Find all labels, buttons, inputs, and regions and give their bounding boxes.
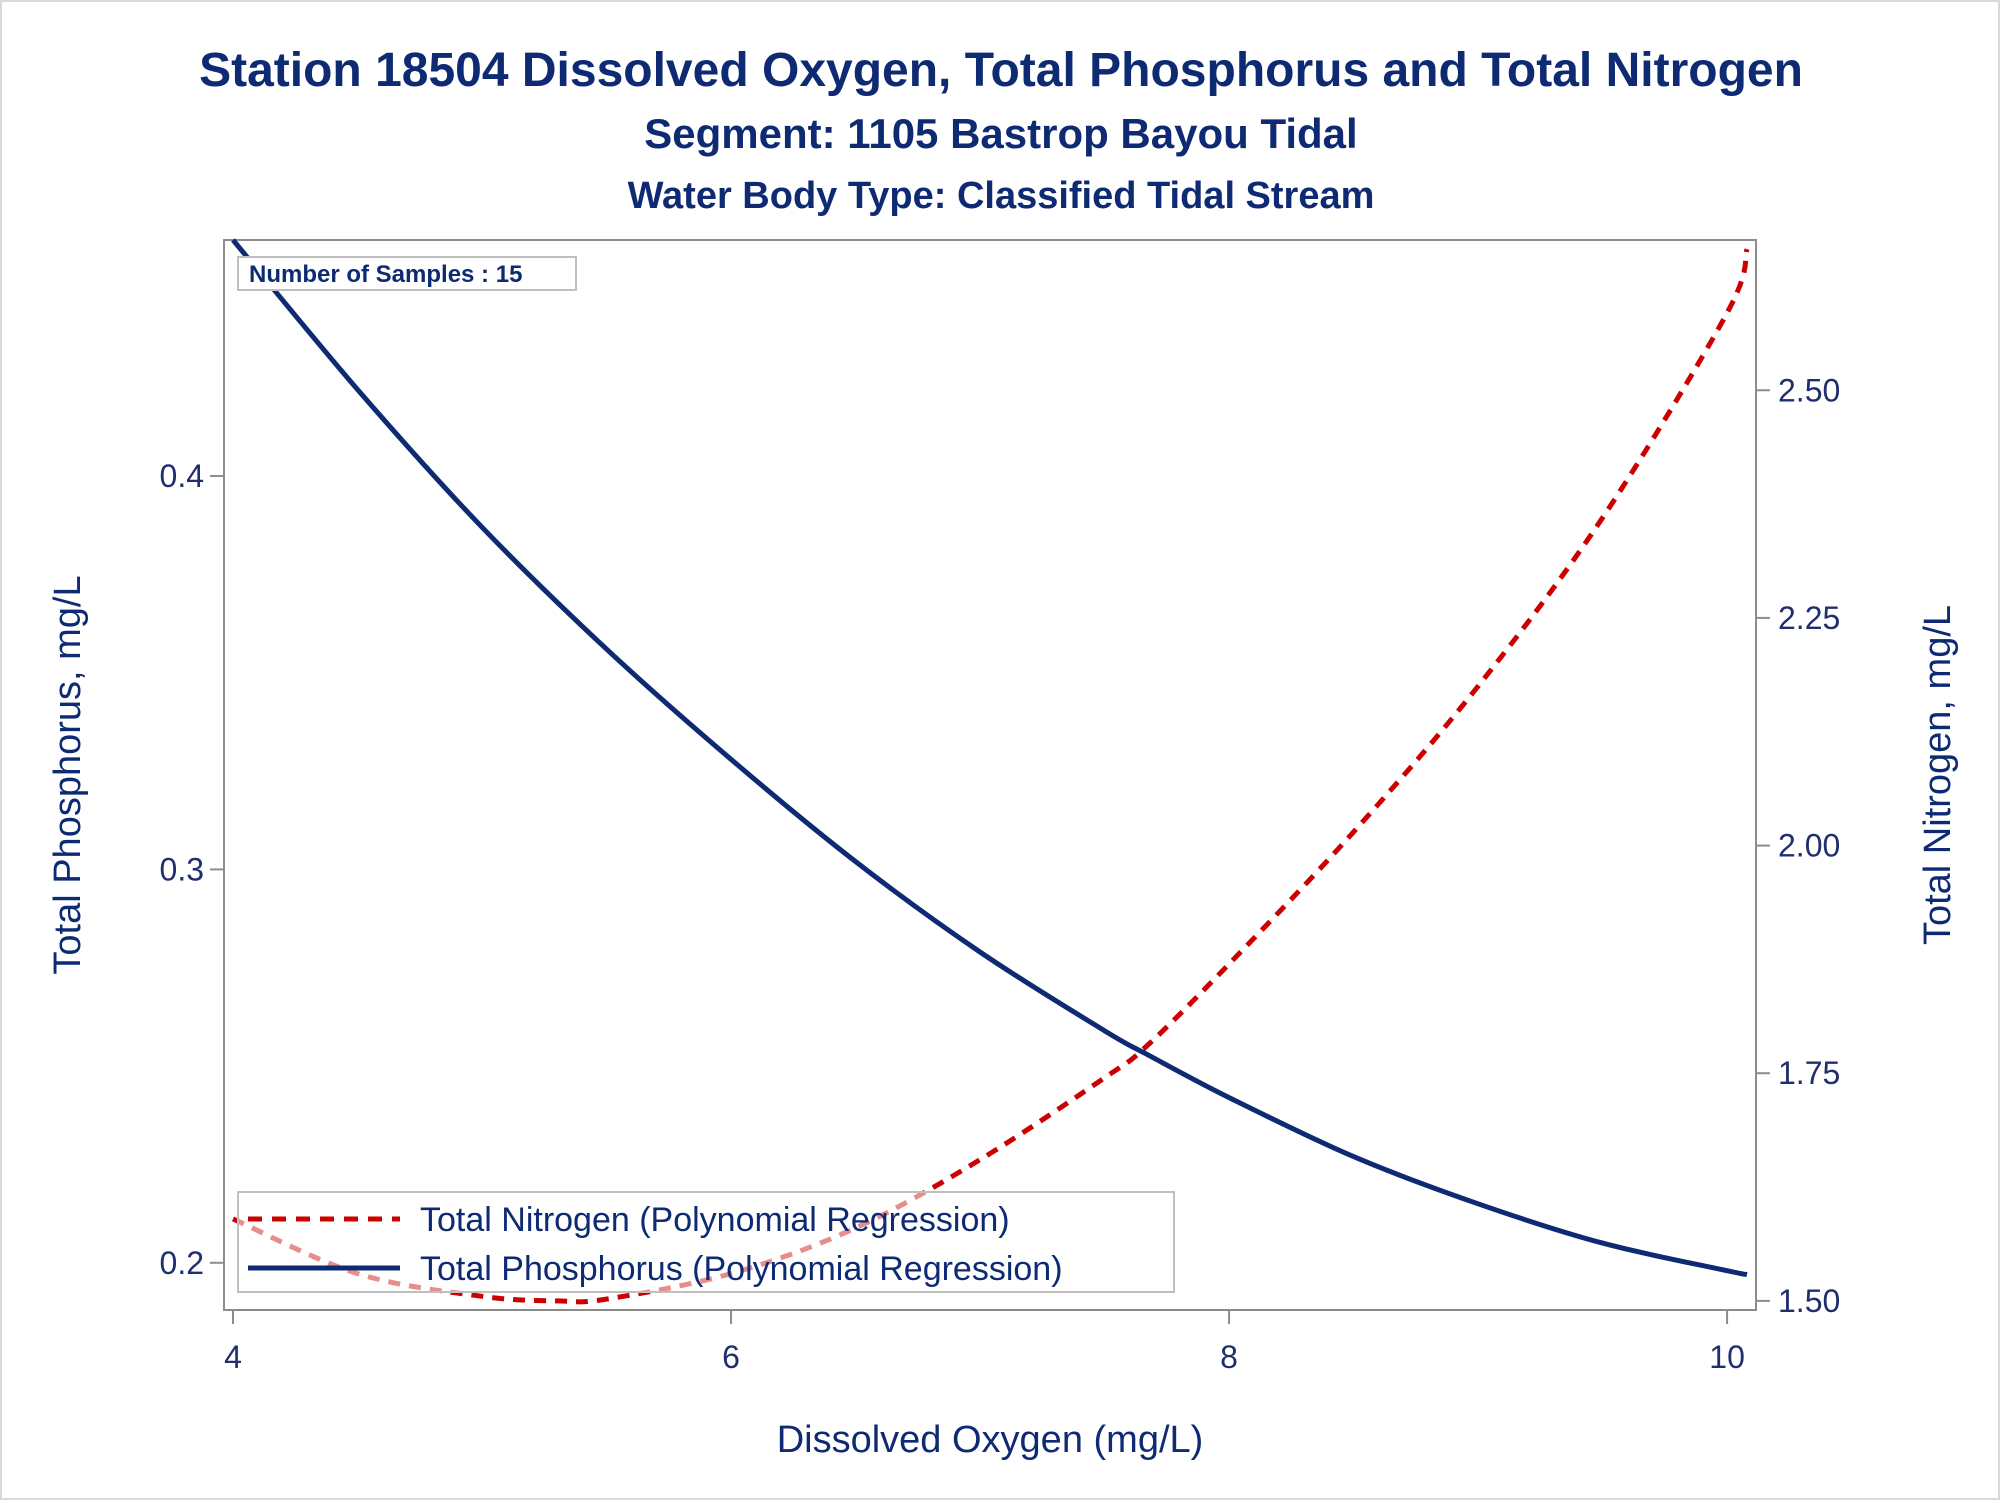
y-right-tick-label: 2.50: [1778, 372, 1840, 408]
series-line-total-nitrogen: [231, 248, 1750, 1305]
x-axis-label: Dissolved Oxygen (mg/L): [777, 1419, 1204, 1461]
legend: Total Nitrogen (Polynomial Regression) T…: [237, 1191, 1175, 1293]
x-tick-label: 8: [1220, 1339, 1238, 1375]
y-right-tick-label: 1.50: [1778, 1283, 1840, 1319]
y-left-tick-label: 0.2: [160, 1245, 204, 1281]
y-axis-left-label: Total Phosphorus, mg/L: [47, 575, 89, 974]
y-axis-right: 1.50 1.75 2.00 2.25 2.50: [1756, 372, 1840, 1319]
sample-count-text: Number of Samples : 15: [249, 261, 522, 288]
series-layer: [231, 238, 1750, 1305]
y-left-tick-label: 0.3: [160, 851, 204, 887]
plot-area: [223, 239, 1757, 1311]
y-left-tick-label: 0.4: [160, 458, 204, 494]
legend-label-nitrogen: Total Nitrogen (Polynomial Regression): [420, 1201, 1010, 1239]
series-line-total-phosphorus: [231, 238, 1748, 1278]
y-right-tick-label: 2.00: [1778, 828, 1840, 864]
x-axis: 4 6 8 10: [224, 1310, 1745, 1375]
x-tick-label: 6: [722, 1339, 740, 1375]
legend-box: [237, 1191, 1175, 1293]
chart-subtitle-2: Water Body Type: Classified Tidal Stream: [628, 175, 1375, 217]
y-right-tick-label: 2.25: [1778, 600, 1840, 636]
x-tick-label: 10: [1709, 1339, 1745, 1375]
sample-count-box: [237, 256, 577, 291]
y-axis-right-label: Total Nitrogen, mg/L: [1917, 605, 1959, 945]
y-axis-left: 0.2 0.3 0.4: [160, 458, 224, 1281]
chart-title: Station 18504 Dissolved Oxygen, Total Ph…: [199, 44, 1803, 97]
y-right-tick-label: 1.75: [1778, 1055, 1840, 1091]
chart-subtitle: Segment: 1105 Bastrop Bayou Tidal: [644, 110, 1357, 157]
legend-label-phosphorus: Total Phosphorus (Polynomial Regression): [420, 1250, 1063, 1288]
x-tick-label: 4: [224, 1339, 242, 1375]
